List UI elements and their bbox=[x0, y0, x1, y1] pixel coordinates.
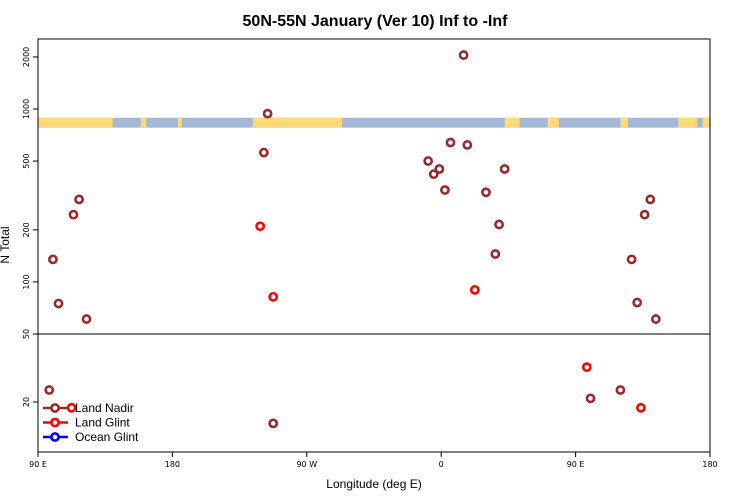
y-tick-label: 2000 bbox=[22, 47, 31, 67]
x-axis-label: Longitude (deg E) bbox=[326, 477, 421, 491]
surface-band bbox=[38, 117, 710, 128]
point-land-glint bbox=[581, 362, 592, 373]
point-land-nadir bbox=[48, 254, 58, 265]
point-land-nadir bbox=[258, 147, 269, 158]
x-tick-label: 90 W bbox=[296, 460, 317, 469]
point-land-nadir bbox=[645, 194, 656, 205]
x-tick-label: 90 E bbox=[29, 460, 47, 469]
plot-frame bbox=[37, 38, 711, 453]
point-land-nadir bbox=[44, 385, 55, 395]
land-segment bbox=[252, 117, 343, 128]
land-segment bbox=[678, 117, 697, 128]
point-land-nadir bbox=[440, 185, 450, 195]
legend-marker bbox=[50, 403, 60, 413]
land-segment bbox=[547, 117, 559, 128]
point-land-glint bbox=[636, 402, 646, 413]
chart-title: 50N-55N January (Ver 10) Inf to -Inf bbox=[243, 13, 509, 30]
data-points bbox=[44, 50, 661, 429]
point-land-nadir bbox=[428, 169, 439, 180]
y-tick-label: 100 bbox=[22, 274, 31, 289]
x-tick-label: 0 bbox=[439, 460, 444, 469]
point-land-nadir bbox=[490, 249, 501, 259]
point-land-nadir bbox=[462, 140, 473, 150]
x-axis: 90 E 180 90 W 0 90 E 180 bbox=[29, 452, 718, 469]
y-axis: 50 100 200 500 1000 2000 20 bbox=[22, 47, 38, 407]
x-tick-label: 180 bbox=[702, 460, 717, 469]
legend-marker bbox=[50, 432, 60, 442]
legend-label: Land Nadir bbox=[75, 401, 134, 415]
point-land-nadir bbox=[632, 297, 643, 308]
point-land-nadir bbox=[481, 187, 491, 198]
land-segment bbox=[140, 117, 147, 128]
point-land-glint bbox=[255, 221, 266, 232]
point-land-nadir bbox=[74, 194, 84, 205]
point-land-nadir bbox=[615, 385, 626, 395]
point-land-nadir bbox=[262, 108, 273, 119]
y-tick-label: 200 bbox=[22, 222, 31, 237]
legend-label: Land Glint bbox=[75, 416, 130, 430]
point-land-glint bbox=[469, 284, 480, 295]
point-land-nadir bbox=[626, 254, 637, 265]
point-land-nadir bbox=[458, 50, 469, 60]
land-segment bbox=[38, 117, 113, 128]
y-tick-label: 1000 bbox=[22, 99, 31, 119]
legend-label: Ocean Glint bbox=[75, 430, 139, 444]
point-land-nadir bbox=[445, 137, 456, 148]
point-land-nadir bbox=[268, 418, 279, 429]
point-land-nadir bbox=[585, 393, 596, 404]
point-land-glint bbox=[268, 291, 279, 302]
y-tick-label: 500 bbox=[22, 153, 31, 168]
point-land-nadir bbox=[423, 156, 434, 166]
y-tick-label: 50 bbox=[22, 329, 31, 339]
point-land-nadir bbox=[639, 209, 650, 220]
legend-marker bbox=[50, 417, 60, 428]
point-land-nadir bbox=[81, 314, 92, 324]
point-land-nadir bbox=[53, 298, 64, 309]
y-tick-label: 20 bbox=[22, 397, 31, 407]
point-land-nadir bbox=[650, 314, 661, 324]
y-axis-label: N Total bbox=[0, 226, 12, 263]
point-land-nadir bbox=[499, 164, 510, 174]
land-segment bbox=[178, 117, 182, 128]
x-tick-label: 180 bbox=[165, 460, 180, 469]
land-segment bbox=[504, 117, 520, 128]
point-land-nadir bbox=[68, 209, 79, 220]
land-segment bbox=[702, 117, 710, 128]
point-land-nadir bbox=[434, 164, 445, 174]
land-segment bbox=[620, 117, 628, 128]
ocean-band bbox=[38, 117, 710, 128]
x-tick-label: 90 E bbox=[567, 460, 585, 469]
point-land-nadir bbox=[494, 219, 504, 230]
